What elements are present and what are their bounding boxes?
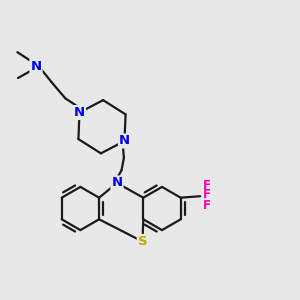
Text: F: F	[203, 199, 211, 212]
Text: S: S	[138, 235, 147, 248]
Text: N: N	[74, 106, 85, 119]
Text: N: N	[111, 176, 123, 190]
Text: N: N	[119, 134, 130, 148]
Text: F: F	[203, 179, 211, 192]
Text: N: N	[30, 59, 42, 73]
Text: F: F	[203, 188, 211, 201]
